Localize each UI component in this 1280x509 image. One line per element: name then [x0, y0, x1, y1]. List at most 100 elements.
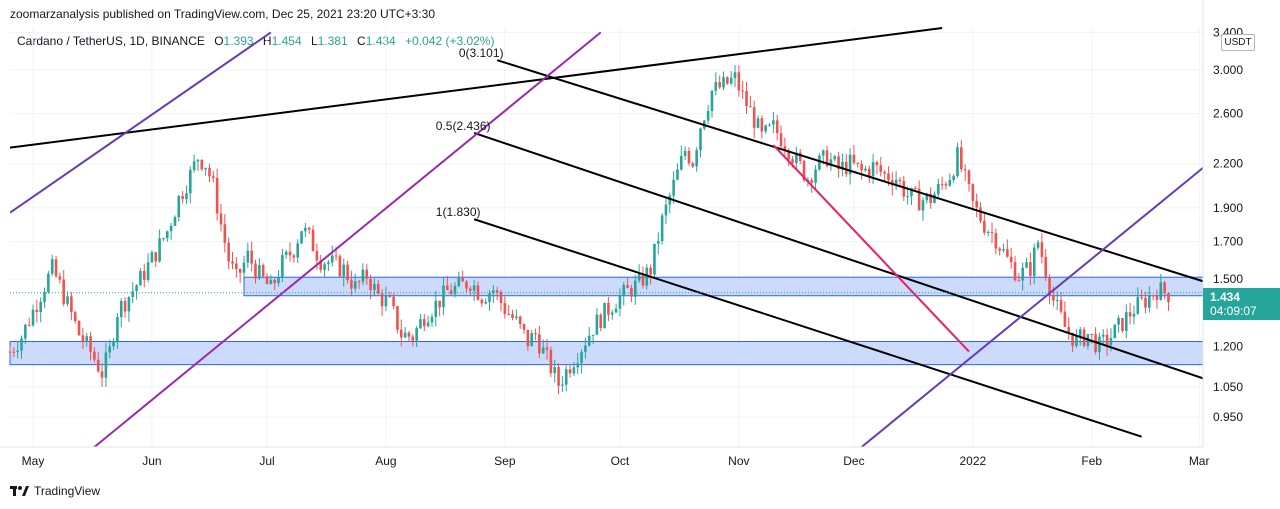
candle-body — [660, 215, 664, 241]
candle-body — [1002, 249, 1005, 251]
candle-body — [726, 77, 729, 84]
candle-body — [503, 303, 507, 314]
candle-body — [81, 335, 85, 342]
candle-body — [311, 229, 315, 252]
candle-body — [192, 161, 196, 170]
candle-body — [1048, 277, 1051, 296]
close-value: 1.434 — [365, 34, 396, 48]
candle-body — [894, 179, 898, 186]
candle-body — [864, 168, 867, 171]
candle-body — [925, 193, 929, 201]
candle-body — [649, 267, 652, 275]
candle-body — [465, 281, 468, 289]
currency-badge[interactable]: USDT — [1221, 34, 1255, 51]
candle-body — [162, 238, 165, 240]
candle-body — [929, 193, 932, 204]
drawings[interactable] — [10, 27, 1203, 447]
candle-body — [89, 336, 92, 352]
candle-body — [580, 351, 583, 364]
candle-body — [737, 72, 741, 91]
candle-body — [538, 334, 541, 354]
candle-body — [1128, 312, 1132, 317]
fan-line-3 — [860, 167, 1203, 447]
candle-body — [772, 120, 775, 125]
candle-body — [883, 171, 886, 174]
candle-body — [913, 188, 917, 190]
candle-body — [967, 170, 971, 185]
candle-body — [729, 77, 733, 84]
candle-body — [434, 300, 438, 317]
candle-body — [706, 111, 710, 121]
candle-body — [1075, 335, 1078, 346]
candle-body — [1163, 282, 1166, 293]
low-value: 1.381 — [317, 34, 348, 48]
candle-body — [975, 201, 978, 208]
fib-label: 1(1.830) — [436, 205, 481, 219]
candle-body — [1032, 247, 1036, 276]
candle-body — [319, 260, 323, 270]
zones — [9, 276, 1204, 366]
symbol-name[interactable]: Cardano / TetherUS, 1D, BINANCE — [17, 34, 205, 48]
candle-body — [1124, 312, 1128, 331]
candle-body — [85, 336, 89, 342]
time-tick-label: 2022 — [959, 454, 986, 468]
candle-body — [871, 162, 875, 177]
time-tick-label: Jul — [259, 454, 274, 468]
candle-body — [798, 152, 802, 162]
candle-body — [741, 90, 744, 92]
price-tick-label: 1.900 — [1213, 201, 1243, 215]
candle-body — [100, 371, 104, 378]
candle-body — [150, 252, 154, 263]
time-tick-label: Dec — [843, 454, 864, 468]
support-zone — [9, 341, 1204, 366]
candle-body — [399, 329, 403, 338]
candle-body — [261, 265, 265, 277]
fib-label: 0.5(2.436) — [436, 119, 491, 133]
candle-body — [12, 351, 16, 353]
candle-body — [752, 107, 756, 128]
candle-body — [47, 273, 50, 292]
candle-body — [902, 181, 906, 197]
candle-body — [986, 231, 990, 233]
candle-body — [31, 309, 35, 326]
candle-body — [852, 154, 856, 163]
price-tick-label: 1.700 — [1213, 234, 1243, 248]
candle-body — [35, 309, 39, 313]
price-tick-label: 3.000 — [1213, 63, 1243, 77]
candle-body — [1071, 332, 1074, 346]
fib-label: 0(3.101) — [459, 46, 504, 60]
candle-body — [365, 269, 369, 279]
candle-body — [219, 213, 223, 225]
price-tick-label: 1.050 — [1213, 380, 1243, 394]
candle-body — [204, 167, 207, 170]
candle-body — [956, 147, 959, 177]
tradingview-brand[interactable]: TradingView — [10, 484, 100, 498]
candle-body — [695, 150, 698, 167]
candle-body — [442, 285, 445, 308]
candle-body — [937, 183, 940, 195]
candle-body — [645, 267, 649, 286]
candle-body — [1140, 297, 1143, 299]
candle-body — [557, 367, 560, 386]
candle-body — [77, 321, 81, 336]
candle-body — [814, 169, 817, 183]
fan-line-2 — [10, 31, 272, 214]
tradingview-logo-icon — [10, 486, 29, 496]
candle-body — [1109, 338, 1113, 346]
candle-body — [227, 242, 230, 262]
candle-body — [760, 118, 764, 132]
candle-body — [584, 345, 587, 352]
candle-body — [603, 302, 606, 329]
candle-body — [181, 195, 184, 200]
candle-body — [430, 316, 434, 323]
candle-body — [235, 263, 238, 270]
candle-body — [940, 183, 944, 185]
candle-body — [718, 82, 721, 88]
candle-body — [572, 367, 576, 374]
candle-body — [848, 154, 852, 175]
candle-body — [173, 217, 177, 226]
candle-body — [818, 155, 821, 170]
candle-body — [910, 188, 913, 197]
candle-body — [407, 332, 411, 337]
